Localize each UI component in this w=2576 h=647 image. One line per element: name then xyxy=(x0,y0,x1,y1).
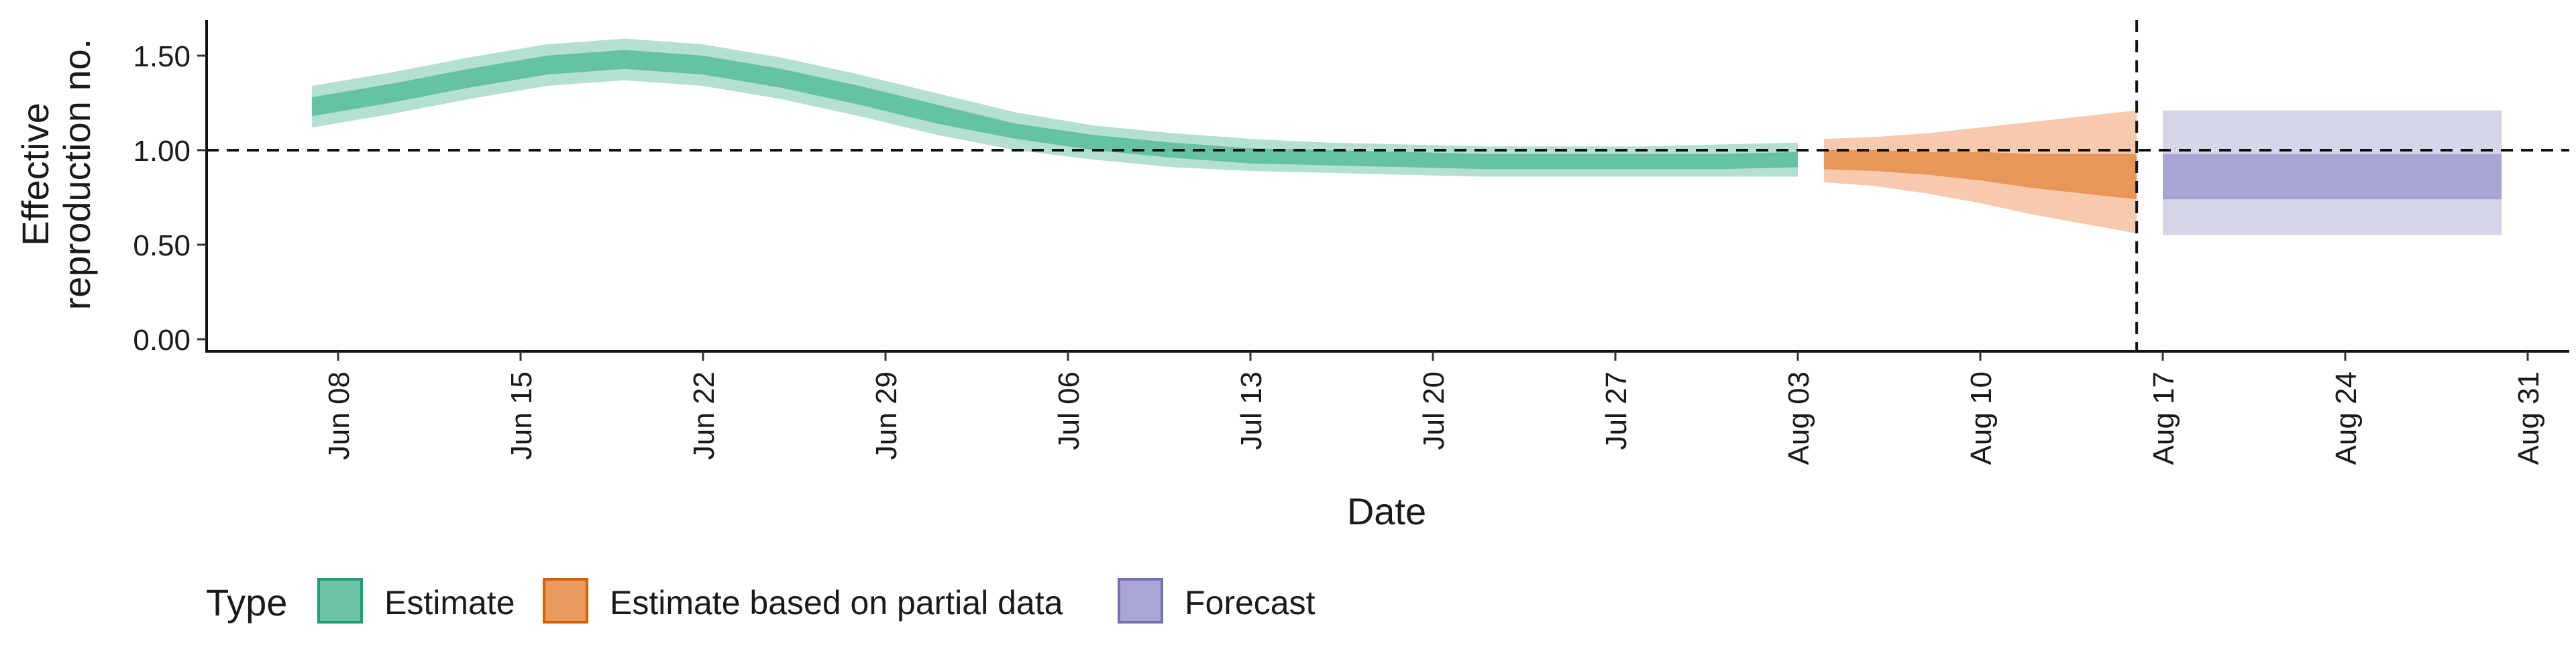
x-tick-label: Jun 08 xyxy=(323,371,356,460)
x-tick-label: Jun 22 xyxy=(688,371,720,460)
x-tick-label: Jul 20 xyxy=(1417,371,1450,450)
plot-area xyxy=(207,20,2569,351)
x-tick-label: Aug 10 xyxy=(1965,371,1998,465)
y-tick-label: 1.00 xyxy=(133,135,191,168)
x-tick-label: Jun 15 xyxy=(505,371,538,460)
band-90-estimate xyxy=(312,38,1798,177)
x-tick-label: Aug 17 xyxy=(2147,371,2180,465)
x-tick-label: Jul 13 xyxy=(1235,371,1268,450)
legend-label-estimate: Estimate xyxy=(384,584,515,622)
legend: Type Estimate Estimate based on partial da… xyxy=(206,578,1316,624)
band-50-estimate xyxy=(312,50,1798,170)
x-tick-label: Aug 03 xyxy=(1782,371,1815,465)
axes: 0.00 0.50 1.00 1.50 Jun 08 Jun 15 Jun 22 Jun 29… xyxy=(14,20,2569,532)
x-tick-label: Aug 24 xyxy=(2330,371,2363,465)
y-axis-title-line: Effective xyxy=(14,103,56,246)
legend-title: Type xyxy=(206,581,287,624)
y-axis-title: Effectivereproduction no. xyxy=(14,39,98,310)
x-tick-label: Jun 29 xyxy=(870,371,903,460)
x-tick-label: Jul 27 xyxy=(1600,371,1633,450)
y-tick-label: 1.50 xyxy=(133,40,191,73)
band-50-estimate-based-on-partial-data xyxy=(1823,150,2137,200)
legend-swatch-estimate-based-on-partial-data xyxy=(543,578,588,624)
x-tick-label: Aug 31 xyxy=(2512,371,2545,465)
x-tick-label: Jul 06 xyxy=(1053,371,1085,450)
y-axis-title-line: reproduction no. xyxy=(56,39,98,310)
legend-label-estimate-based-on-partial-data: Estimate based on partial data xyxy=(610,584,1063,622)
legend-label-forecast: Forecast xyxy=(1185,584,1316,622)
legend-swatch-estimate xyxy=(317,578,363,624)
y-tick-label: 0.50 xyxy=(133,229,191,262)
y-tick-label: 0.00 xyxy=(133,324,191,357)
legend-swatch-forecast xyxy=(1118,578,1163,624)
band-50-forecast xyxy=(2163,154,2502,200)
x-axis-title: Date xyxy=(1347,490,1426,532)
